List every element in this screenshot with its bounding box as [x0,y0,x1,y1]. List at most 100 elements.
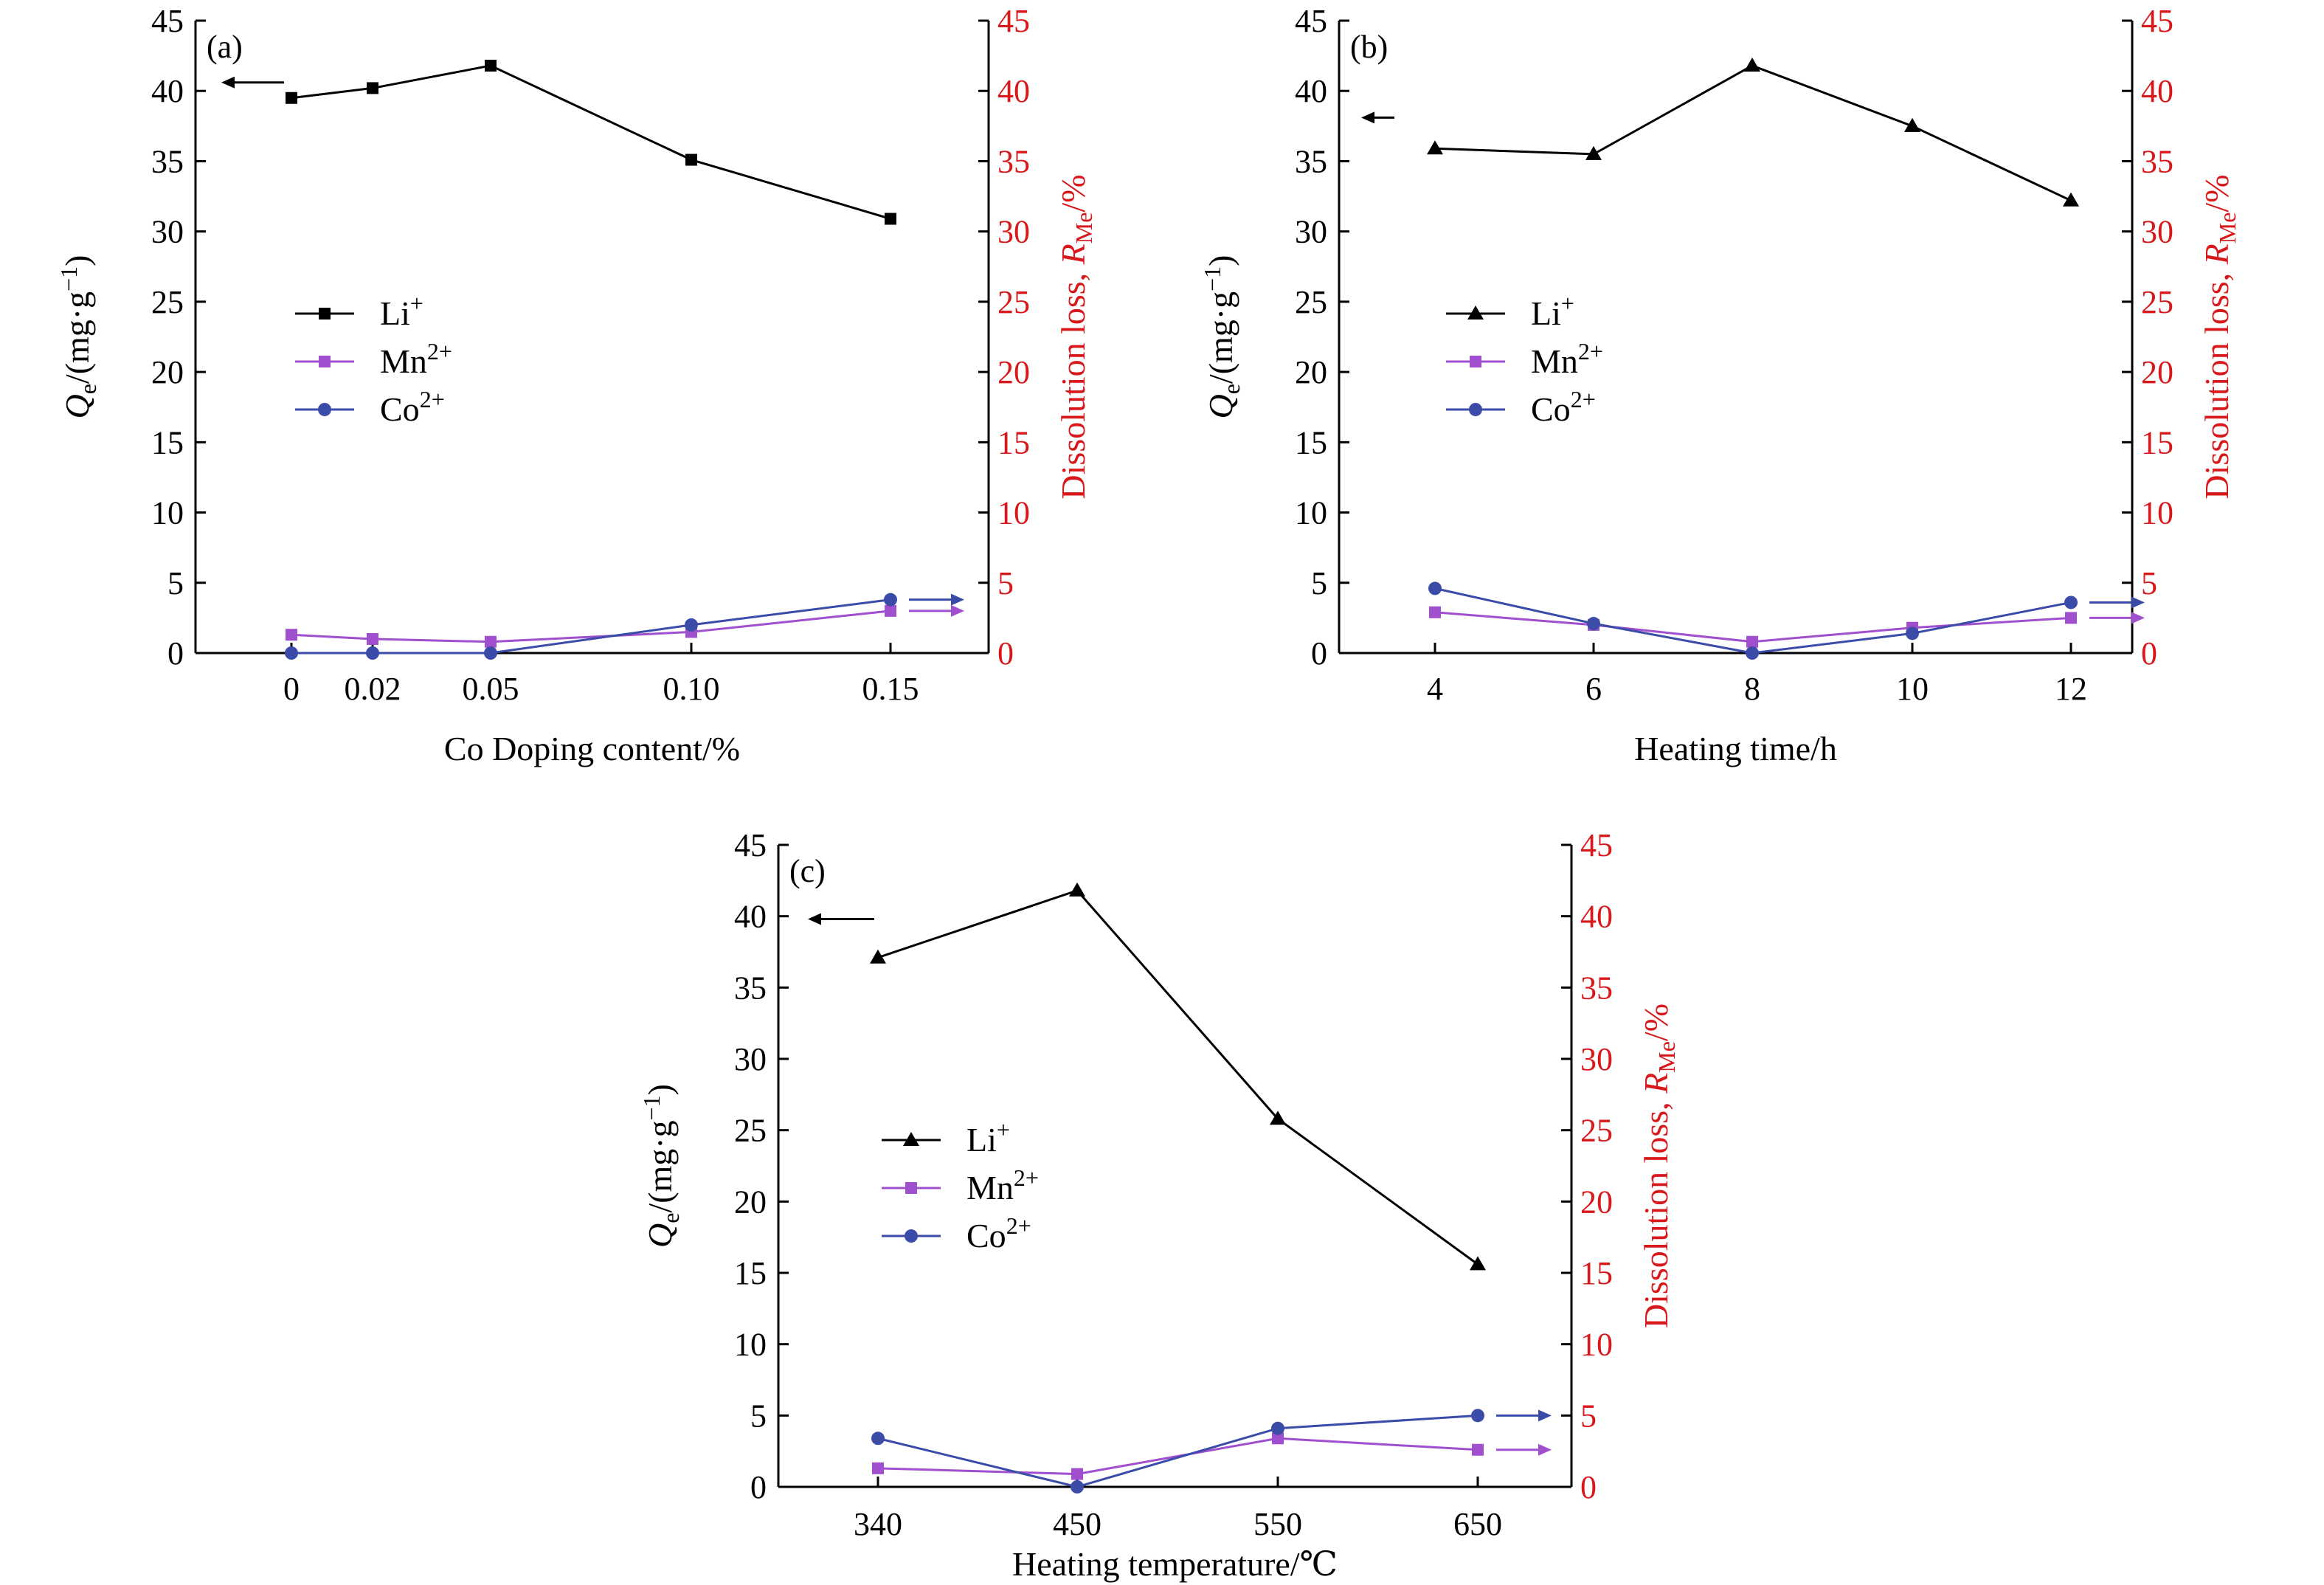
right-axis-arrow-head [2131,596,2145,609]
right-y-tick-label: 30 [997,214,1030,250]
left-y-tick-label: 5 [167,565,184,601]
legend-marker [1470,356,1481,367]
legend-label: Mn2+ [966,1164,1039,1206]
series-line [291,598,891,655]
legend-entry-mn: Mn2+ [295,338,452,380]
x-tick-label: 12 [2055,671,2087,707]
right-axis-arrow-head [2131,612,2145,624]
data-point [285,646,298,660]
data-point [885,213,896,225]
legend-label: Li+ [1531,290,1574,332]
left-y-axis-title: Qe/(mg·g−1) [638,1084,684,1248]
right-y-tick-label: 25 [997,284,1030,320]
right-y-tick-label: 0 [1580,1469,1597,1505]
left-y-tick-label: 30 [734,1041,767,1077]
data-point [1472,1443,1484,1456]
x-axis-title: Heating time/h [1634,730,1837,767]
left-y-axis-title: Qe/(mg·g−1) [1199,255,1245,418]
left-y-tick-label: 0 [167,635,184,671]
data-point [1271,1421,1284,1435]
series-li [870,882,1486,1271]
chart-panel-1: 0 0 5 5 10 10 15 15 20 20 25 25 30 30 35 35 40 40 45 45 0 0.0… [55,3,1097,767]
data-point [1427,140,1443,155]
left-y-tick-label: 40 [1295,73,1327,109]
data-point [1471,1409,1484,1423]
series-line [291,610,891,643]
legend-entry-mn: Mn2+ [1446,338,1603,380]
right-y-tick-label: 20 [2141,354,2173,390]
right-axis-arrow-head [951,593,964,606]
data-point [484,646,497,660]
series-mn [1429,606,2077,648]
series-line [1434,64,2072,202]
series-line [877,889,1479,1265]
series-co [1428,581,2078,660]
left-y-tick-label: 20 [734,1184,767,1220]
right-y-tick-label: 45 [1580,827,1613,863]
legend-marker [905,1182,917,1194]
data-point [366,646,379,660]
x-axis-title: Heating temperature/℃ [1012,1545,1338,1583]
left-y-tick-label: 30 [151,214,184,250]
left-y-tick-label: 20 [1295,354,1327,390]
x-tick-label: 450 [1053,1506,1102,1542]
data-point [286,91,297,104]
legend-label: Li+ [966,1116,1010,1158]
left-y-tick-label: 35 [151,143,184,179]
right-y-tick-label: 45 [997,3,1030,39]
left-y-tick-label: 0 [1311,635,1327,671]
panel-label: (c) [789,853,826,889]
right-axis-arrow-head [1538,1409,1552,1422]
data-point [1904,117,1920,132]
data-point [1587,617,1600,631]
legend-marker [319,308,331,320]
right-y-tick-label: 40 [2141,73,2173,109]
data-point [1744,57,1760,72]
legend-label: Li+ [380,290,423,332]
right-y-tick-label: 20 [997,354,1030,390]
data-point [1270,1111,1286,1125]
data-point [1470,1256,1486,1271]
right-y-tick-label: 5 [1580,1398,1597,1434]
left-y-tick-label: 30 [1295,214,1327,250]
x-tick-label: 0.10 [663,671,720,707]
left-y-tick-label: 35 [1295,143,1327,179]
legend: Li+ Mn2+ Co2+ [1446,290,1603,428]
x-tick-label: 650 [1453,1506,1502,1542]
right-y-tick-label: 35 [997,143,1030,179]
data-point [870,949,886,964]
right-y-tick-label: 15 [1580,1255,1613,1291]
data-point [1071,1480,1084,1494]
series-li [1427,57,2079,207]
data-point [871,1432,885,1446]
series-co [871,1409,1484,1494]
data-point [367,632,378,645]
data-point [1906,626,1919,640]
left-y-tick-label: 25 [734,1113,767,1149]
legend-marker [319,356,331,367]
left-y-tick-label: 10 [734,1327,767,1363]
data-point [1585,145,1602,160]
legend-entry-li: Li+ [1446,290,1574,332]
legend-entry-co: Co2+ [1446,386,1596,428]
data-point [485,635,497,648]
legend-marker [318,403,331,416]
right-y-tick-label: 0 [997,635,1014,671]
right-y-tick-label: 30 [2141,214,2173,250]
series-mn [872,1432,1484,1480]
legend-entry-li: Li+ [882,1116,1010,1158]
right-y-tick-label: 30 [1580,1041,1613,1077]
data-point [1746,635,1758,648]
legend-entry-co: Co2+ [295,386,445,428]
left-y-tick-label: 5 [1311,565,1327,601]
right-y-tick-label: 25 [2141,284,2173,320]
left-y-tick-label: 45 [1295,3,1327,39]
right-y-tick-label: 10 [1580,1327,1613,1363]
series-line [877,1414,1479,1488]
x-tick-label: 0.02 [345,671,401,707]
right-y-axis-title: Dissolution loss, RMe/% [1637,1004,1680,1328]
right-y-tick-label: 35 [2141,143,2173,179]
left-y-tick-label: 10 [1295,495,1327,531]
legend-marker [1469,403,1482,416]
left-y-tick-label: 35 [734,970,767,1006]
